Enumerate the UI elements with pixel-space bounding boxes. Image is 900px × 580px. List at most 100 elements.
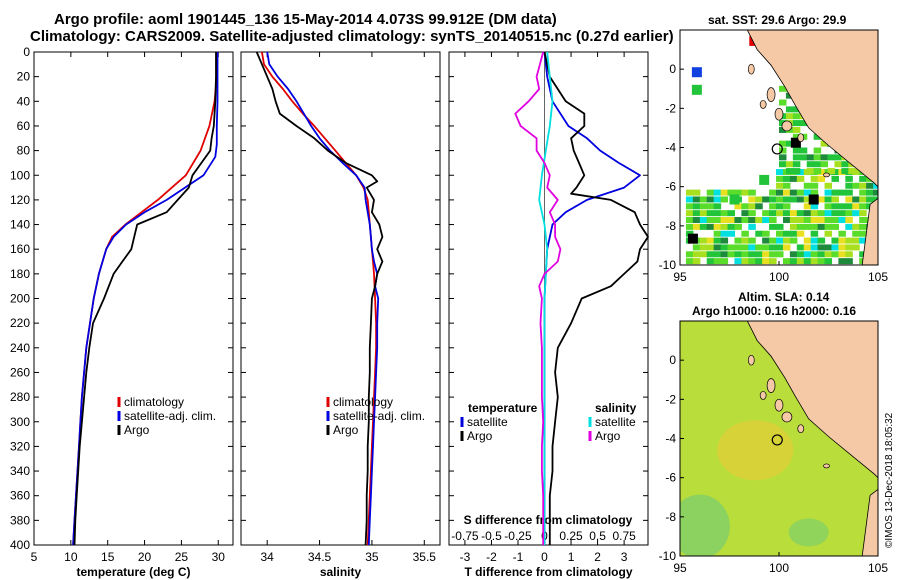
sst-cell <box>769 258 777 265</box>
sst-cell <box>748 223 756 230</box>
sst-cell <box>824 258 833 265</box>
sst-cell <box>699 244 708 251</box>
sst-cell <box>852 196 860 203</box>
depth-tick-label: 380 <box>10 513 30 527</box>
sst-cell <box>827 154 836 161</box>
sst-map-map-group <box>679 29 879 266</box>
sst-cell <box>796 210 805 217</box>
sst-highlight-cell <box>759 174 770 185</box>
sst-cell <box>713 244 722 251</box>
sst-cell <box>776 230 784 237</box>
sst-map-title: sat. SST: 29.6 Argo: 29.9 <box>708 13 847 27</box>
depth-tick-label: 240 <box>10 341 30 355</box>
sla-map-ytick-label: -2 <box>665 392 676 406</box>
sst-cell <box>741 251 749 258</box>
island <box>766 87 776 102</box>
sst-cell <box>769 196 777 203</box>
difference-xtick-label: -2 <box>486 550 497 564</box>
sst-cell <box>685 223 694 230</box>
sst-cell <box>810 223 819 230</box>
sst-cell <box>720 258 729 265</box>
sst-cell <box>796 258 805 265</box>
sst-cell <box>852 169 860 176</box>
sst-cell <box>831 203 839 210</box>
sst-cell <box>848 168 856 175</box>
temperature-xlabel: temperature (deg C) <box>76 565 190 579</box>
sst-cell <box>734 223 742 230</box>
sst-cell <box>852 223 860 230</box>
sst-map-ytick-label: -4 <box>665 141 676 155</box>
sla-map-subtitle: Argo h1000: 0.16 h2000: 0.16 <box>692 304 857 318</box>
sst-cell <box>796 169 805 176</box>
sst-cell <box>859 182 867 189</box>
sst-cell <box>699 237 708 244</box>
sst-cell <box>713 203 722 210</box>
sst-cell <box>859 203 867 210</box>
sst-cell <box>713 237 722 244</box>
sst-cell <box>866 196 874 203</box>
sst-cell <box>782 244 791 251</box>
sst-cell <box>852 182 860 189</box>
sst-cell <box>834 154 842 161</box>
sst-cell <box>785 161 794 168</box>
sst-cell <box>699 196 708 203</box>
sst-cell <box>838 251 846 258</box>
temperature-legend-label: Argo <box>124 423 150 437</box>
difference-xtick-label: -3 <box>460 550 471 564</box>
sst-cell <box>727 251 736 258</box>
sst-cell <box>727 189 736 196</box>
salinity-xlabel: salinity <box>320 565 362 579</box>
sst-cell <box>792 113 801 120</box>
sst-cell <box>817 175 826 182</box>
sst-cell <box>755 196 763 203</box>
sst-cell <box>779 161 787 168</box>
sst-cell <box>845 223 853 230</box>
sst-cell <box>831 217 839 224</box>
sst-cell <box>831 189 839 196</box>
sst-cell <box>845 251 853 258</box>
sst-cell <box>741 217 749 224</box>
sst-cell <box>727 244 736 251</box>
temperature-legend-label: climatology <box>124 395 184 409</box>
sst-cell <box>792 154 801 161</box>
sst-cell <box>748 217 756 224</box>
sst-cell <box>820 154 829 161</box>
sla-map-xtick-label: 100 <box>769 561 789 575</box>
difference-xtick-label: 2 <box>594 550 601 564</box>
sst-cell <box>713 230 722 237</box>
sst-cell <box>817 169 826 176</box>
sst-cell <box>806 154 815 161</box>
difference-legend-title-sal: salinity <box>595 401 637 415</box>
sst-cell <box>748 196 756 203</box>
difference-xtick-label: 3 <box>621 550 628 564</box>
sst-cell <box>748 244 756 251</box>
sst-cell <box>720 217 729 224</box>
sst-cell <box>845 189 853 196</box>
sst-cell <box>845 237 853 244</box>
sst-cell <box>776 189 784 196</box>
sst-cell <box>838 258 846 265</box>
sst-cell <box>824 189 833 196</box>
sst-cell <box>706 189 715 196</box>
sst-cell <box>803 223 812 230</box>
depth-tick-label: 140 <box>10 218 30 232</box>
sst-cell <box>789 237 798 244</box>
sst-map-ytick-label: -8 <box>665 219 676 233</box>
sst-cell <box>762 210 770 217</box>
sst-cell <box>727 217 736 224</box>
sst-cell <box>831 175 839 182</box>
depth-tick-label: 180 <box>10 267 30 281</box>
sst-cell <box>741 230 749 237</box>
sst-cell <box>806 168 815 175</box>
sumatra-landmass <box>746 30 878 188</box>
sst-cell <box>845 258 853 265</box>
sst-cell <box>859 237 867 244</box>
sst-cell <box>813 147 822 154</box>
sst-cell <box>845 217 853 224</box>
sst-cell <box>824 203 833 210</box>
sst-cell <box>799 120 808 127</box>
sst-highlight-cell <box>729 194 740 205</box>
sst-cell <box>820 140 829 147</box>
sla-map-ytick-label: -10 <box>659 549 677 563</box>
salinity-diff-tick-label: -0.25 <box>504 529 532 543</box>
